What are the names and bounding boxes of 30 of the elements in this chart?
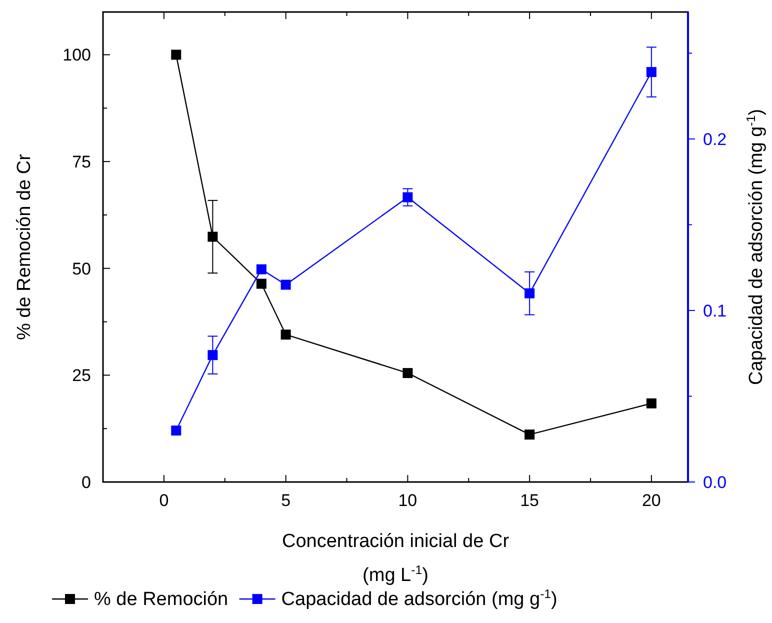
x-tick-label: 20 [642, 491, 661, 510]
y2-tick-label: 0.2 [703, 130, 727, 149]
y-tick-label: 75 [72, 152, 91, 172]
x-tick-label: 10 [398, 491, 418, 510]
y-tick-label: 0 [82, 473, 91, 492]
point [646, 398, 656, 408]
x-tick-label: 0 [159, 491, 169, 510]
point [402, 192, 413, 202]
point [256, 278, 266, 289]
point [208, 232, 218, 242]
point [402, 368, 413, 378]
point [208, 350, 218, 360]
legend-label: % de Remoción [94, 589, 228, 610]
point [280, 330, 291, 340]
legend-label: Capacidad de adsorción (mg g$^{-1}$) [281, 587, 558, 610]
point [171, 426, 182, 436]
x-axis-title: Concentración inicial de Cr (mg L$^{-1}$) [282, 531, 510, 586]
y-tick-label: 25 [72, 366, 91, 386]
y2-tick-label: 0.1 [703, 301, 727, 320]
x-tick-label: 15 [520, 491, 540, 510]
point [280, 280, 291, 290]
y2-tick-label: 0.0 [703, 473, 727, 492]
y-tick-label: 50 [72, 259, 91, 278]
y-tick-label: 100 [62, 46, 91, 65]
point [646, 67, 656, 78]
y-axis-title: % de Remoción de Cr [14, 153, 35, 340]
point [524, 288, 535, 298]
point [171, 50, 182, 60]
point [256, 264, 266, 274]
x-tick-label: 5 [281, 491, 291, 510]
